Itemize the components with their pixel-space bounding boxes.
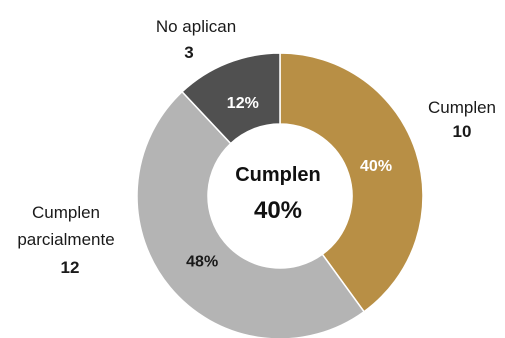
center-title: Cumplen [235,164,321,186]
slice-no-aplican [181,52,281,145]
label-no-aplican-value: 3 [184,43,193,62]
slice-cumplen [279,52,424,313]
percent-label-cumplen: 40% [360,158,392,175]
label-parcial-name-line1: Cumplen [32,203,100,222]
percent-label-no-aplican: 12% [227,95,259,112]
donut-slices [136,52,424,338]
label-cumplen-name: Cumplen [428,98,496,117]
label-parcial-value: 12 [61,258,80,277]
label-no-aplican-name: No aplican [156,17,236,36]
slice-cumplen-parcialmente [136,90,366,338]
label-parcial-name-line2: parcialmente [17,230,114,249]
center-value: 40% [254,197,302,224]
percent-label-cumplen-parcialmente: 48% [186,253,218,270]
percent-labels: 40% 48% 12% [186,95,392,270]
label-cumplen-value: 10 [453,122,472,141]
